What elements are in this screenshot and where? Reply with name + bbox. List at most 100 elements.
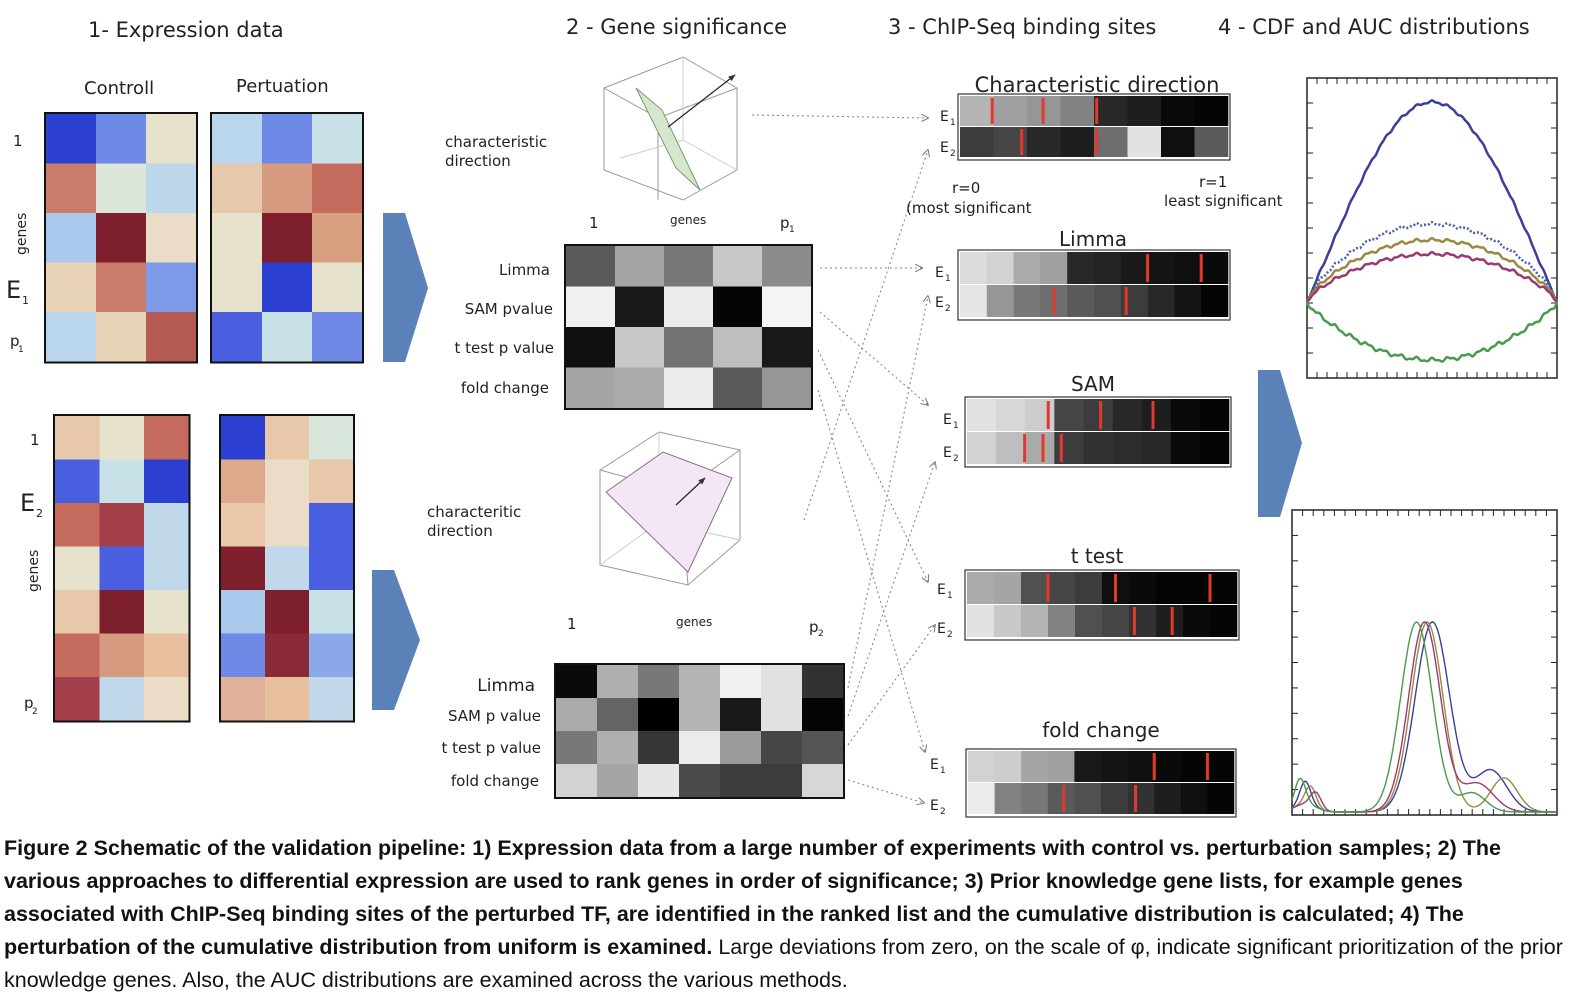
svg-text:2: 2 <box>945 304 951 314</box>
e1-control-cell <box>96 163 146 213</box>
rank-cell <box>968 751 995 782</box>
m2-cell <box>761 764 802 797</box>
binding-site-mark <box>1023 434 1027 462</box>
m2-row-ttest: t test p value <box>442 739 542 757</box>
rank-cell <box>1199 399 1230 431</box>
binding-site-mark <box>1134 785 1138 812</box>
m1-cell <box>615 246 664 287</box>
m2-header-p: p <box>809 618 819 636</box>
rank-cell <box>1048 605 1076 637</box>
caption-bold: Figure 2 Schematic of the validation pip… <box>4 836 1501 959</box>
m1-header-1: 1 <box>589 214 599 232</box>
m2-cell <box>761 698 802 731</box>
panel-title-4: 4 - CDF and AUC distributions <box>1218 15 1530 39</box>
rank-cell <box>994 783 1022 814</box>
rank-cell <box>1101 783 1128 814</box>
rank-cell <box>1101 751 1128 782</box>
auc-curve-green <box>1291 621 1557 813</box>
binding-site-mark <box>1114 574 1117 602</box>
e1-perturbation-cell <box>212 213 262 263</box>
rank-cell <box>1060 127 1095 157</box>
auc-curve-magenta <box>1291 621 1557 813</box>
rank-cell <box>1083 432 1113 464</box>
svg-text:1: 1 <box>789 225 795 235</box>
cdf-curve-olive <box>1305 236 1559 303</box>
cube-1 <box>603 56 738 201</box>
binding-site-mark <box>1152 753 1156 780</box>
e2-control-cell <box>55 459 100 503</box>
e2-control-cell <box>55 590 100 634</box>
e1-control-cell <box>96 213 146 263</box>
chip-row-label: E <box>943 445 952 461</box>
e1-perturbation-cell <box>262 163 312 213</box>
m2-cell <box>638 665 679 698</box>
auc-curve-olive <box>1291 621 1557 813</box>
rank-cell <box>1094 96 1128 126</box>
e2-perturbation-cell <box>265 416 309 460</box>
rank-cell <box>960 127 994 157</box>
rank-cell <box>1183 605 1211 637</box>
chip-row-label: E <box>943 412 952 428</box>
rank-cell <box>1194 127 1229 157</box>
rank-cell <box>1083 399 1113 431</box>
char-dir-label-1: characteristic <box>445 133 547 151</box>
m2-cell <box>802 764 843 797</box>
e2-control-cell <box>55 677 100 721</box>
e2-control-cell <box>55 633 100 677</box>
flow-arrow-1 <box>383 213 428 362</box>
rank-cell <box>1094 252 1122 284</box>
svg-text:2: 2 <box>818 629 824 639</box>
e2-control-cell <box>99 633 144 677</box>
rank-cell <box>960 285 988 317</box>
e2-control-cell <box>99 503 144 547</box>
m2-cell <box>802 731 843 764</box>
binding-site-mark <box>1046 401 1050 429</box>
rank-cell <box>1161 127 1195 157</box>
e2-perturbation-cell <box>309 546 353 590</box>
m1-row-limma: Limma <box>499 261 550 279</box>
rank-cell <box>1210 572 1238 604</box>
e2-perturbation-cell <box>309 590 353 634</box>
e2-perturbation-cell <box>309 459 353 503</box>
figure-caption: Figure 2 Schematic of the validation pip… <box>4 832 1564 997</box>
rank-cell <box>1021 605 1049 637</box>
binding-site-mark <box>1041 98 1045 124</box>
e2-genes-label: genes <box>26 550 42 592</box>
m1-cell <box>615 286 664 327</box>
rank-cell <box>967 572 995 604</box>
chip-row-label: E <box>940 109 949 125</box>
svg-text:2: 2 <box>950 149 956 159</box>
rank-cell <box>1021 783 1049 814</box>
e2-perturbation-cell <box>265 590 309 634</box>
rank-cell <box>1170 399 1201 431</box>
e2-control-cell <box>144 503 189 547</box>
char-dir-label-2b: direction <box>427 522 493 540</box>
e2-E-label: E <box>20 489 35 517</box>
rank-cell <box>1201 252 1229 284</box>
flow-arrow-3 <box>1258 370 1302 517</box>
panel-title-2: 2 - Gene significance <box>566 15 787 39</box>
m1-cell <box>713 246 762 287</box>
rank-cell <box>1199 432 1230 464</box>
rank-cell <box>1174 285 1202 317</box>
m2-cell <box>679 764 720 797</box>
rank-cell <box>1013 285 1041 317</box>
svg-text:1: 1 <box>953 421 959 431</box>
e2-control-cell <box>144 677 189 721</box>
e2-perturbation-cell <box>221 677 265 721</box>
chip-row-label: E <box>935 295 944 311</box>
chip-row-label: E <box>930 798 939 814</box>
rank-cell <box>1156 605 1184 637</box>
rank-cell <box>1127 783 1155 814</box>
e1-control-cell <box>46 163 96 213</box>
m1-header-genes: genes <box>670 213 706 227</box>
rank-cell <box>967 399 997 431</box>
panel-title-1: 1- Expression data <box>88 18 284 42</box>
m2-cell <box>720 698 761 731</box>
m1-cell <box>566 286 615 327</box>
rank-cell <box>1075 605 1103 637</box>
e1-control-cell <box>146 213 196 263</box>
e1-control-cell <box>146 262 196 312</box>
m2-cell <box>679 665 720 698</box>
e1-perturbation-cell <box>262 262 312 312</box>
